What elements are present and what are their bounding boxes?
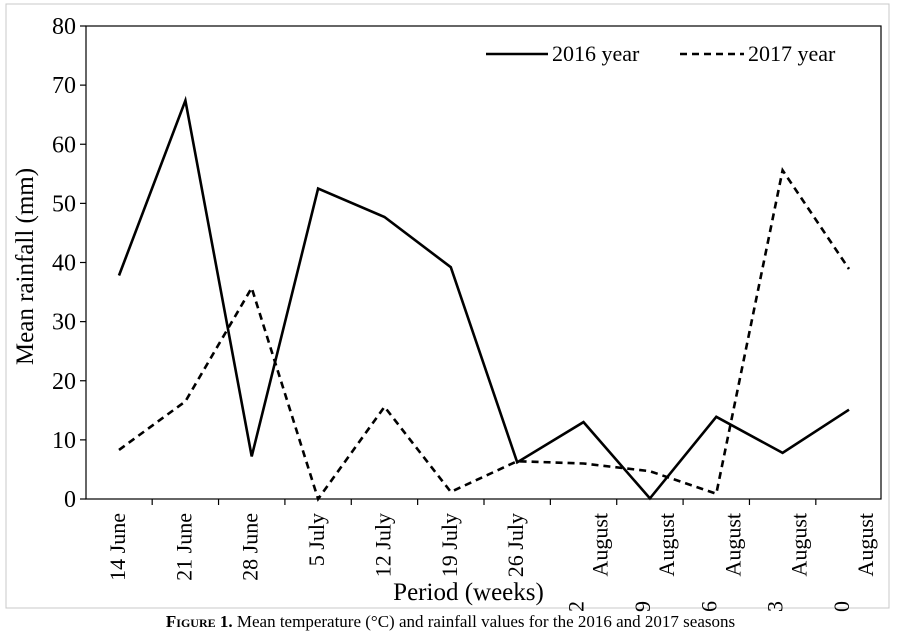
- x-tick-label-line: 5 July: [304, 513, 329, 566]
- x-tick-label-line: 23: [763, 601, 788, 612]
- x-tick-label-line: 12 July: [370, 513, 395, 577]
- axes: 0 10 20 30 40 50 60 70 80 14 June 21 June 28 June 5 …: [12, 14, 882, 612]
- series-line-2: [118, 167, 851, 502]
- y-tick-label: 60: [52, 132, 76, 158]
- rainfall-line-chart: 0 10 20 30 40 50 60 70 80 14 June 21 June 28 June 5 …: [5, 3, 890, 612]
- x-tick-label-line: August: [720, 513, 745, 577]
- x-tick-label: 28 June: [238, 513, 263, 581]
- caption-lead: Figure 1.: [165, 612, 233, 631]
- x-tick-label-line: 30: [829, 601, 854, 612]
- plot-area-border: [85, 25, 882, 500]
- y-tick-label: 80: [52, 14, 76, 40]
- caption-text: Mean temperature (°C) and rainfall value…: [232, 612, 736, 631]
- x-tick-label-line: 2: [564, 601, 589, 612]
- x-tick-label: 21 June: [171, 513, 196, 581]
- x-tick-label: 19 July: [437, 513, 462, 577]
- y-tick-label: 40: [52, 251, 76, 277]
- x-tick-label-line: August: [853, 513, 878, 577]
- x-tick-label-line: August: [787, 513, 812, 577]
- x-axis-title: Period (weeks): [393, 579, 544, 606]
- y-tick-label: 50: [52, 191, 76, 217]
- x-tick-label: 14 June: [105, 513, 130, 581]
- figure-caption: Figure 1. Mean temperature (°C) and rain…: [0, 612, 901, 632]
- x-tick-label: 9 August: [630, 513, 679, 612]
- x-tick-label-line: 16: [696, 601, 721, 612]
- legend-label-1: 2016 year: [552, 41, 640, 66]
- chart-frame: [5, 3, 890, 609]
- x-tick-label: 30 August: [829, 513, 878, 612]
- x-tick-label: 16 August: [696, 513, 745, 612]
- x-tick-label-line: August: [588, 513, 613, 577]
- x-tick-label-line: 9: [630, 601, 655, 612]
- y-tick-label: 20: [52, 369, 76, 395]
- x-tick-label: 26 July: [503, 513, 528, 577]
- y-tick-label: 10: [52, 428, 76, 454]
- x-tick-label-line: 21 June: [171, 513, 196, 581]
- legend-label-2: 2017 year: [748, 41, 836, 66]
- y-tick-label: 30: [52, 310, 76, 336]
- x-tick-label: 5 July: [304, 513, 329, 566]
- x-tick-label-line: 19 July: [437, 513, 462, 577]
- x-tick-label-line: 28 June: [238, 513, 263, 581]
- x-tick-label-line: August: [654, 513, 679, 577]
- series-layer: [117, 95, 851, 502]
- y-tick-label: 70: [52, 73, 76, 99]
- x-tick-label: 2 August: [564, 513, 613, 612]
- x-tick-label: 12 July: [370, 513, 395, 577]
- x-tick-label-line: 26 July: [503, 513, 528, 577]
- y-tick-label: 0: [64, 487, 76, 513]
- legend: 2016 year 2017 year: [486, 41, 836, 66]
- x-tick-label-line: 14 June: [105, 513, 130, 581]
- y-axis-title: Mean rainfall (mm): [12, 168, 39, 365]
- x-tick-label: 23 August: [763, 513, 812, 612]
- series-line-1: [117, 95, 850, 501]
